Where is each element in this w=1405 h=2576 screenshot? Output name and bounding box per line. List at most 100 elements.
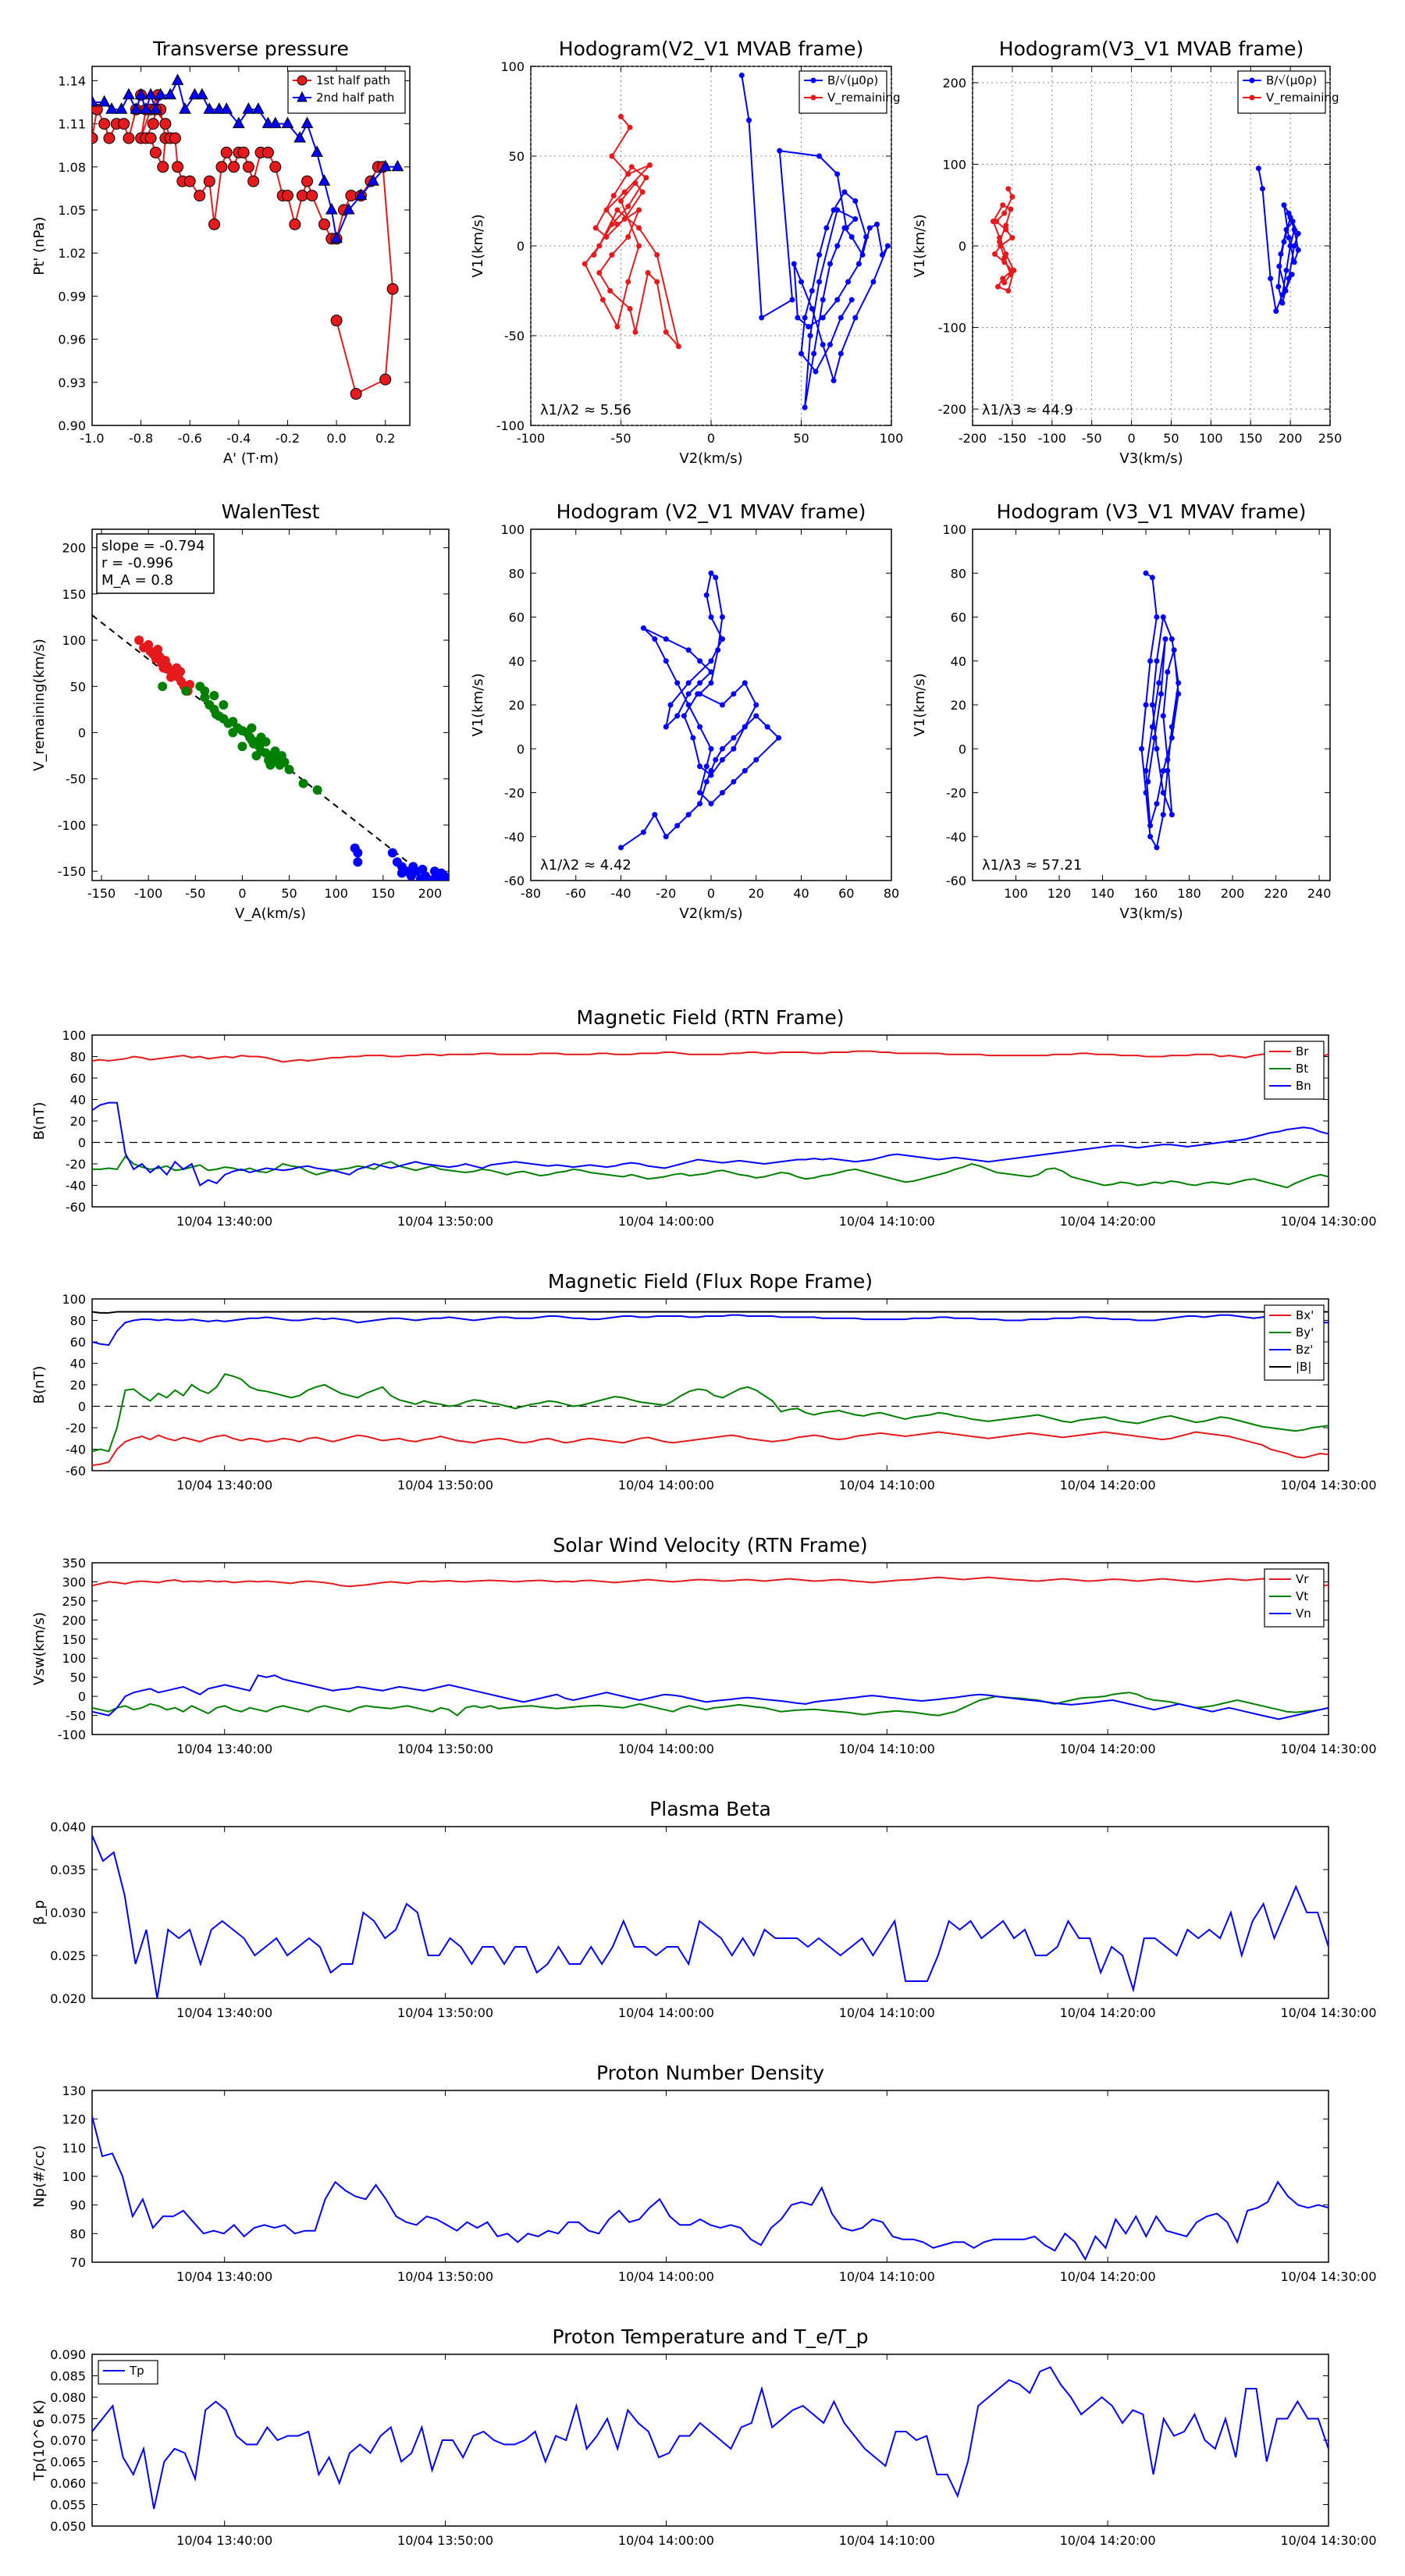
y-tick-label: -40 — [66, 1179, 86, 1194]
legend-marker — [1249, 77, 1255, 84]
data-point — [172, 161, 184, 173]
data-point — [674, 823, 681, 829]
legend-label: Vn — [1296, 1606, 1311, 1621]
x-tick-label: 10/04 14:10:00 — [839, 1742, 935, 1756]
data-point — [418, 864, 428, 874]
data-point — [436, 868, 446, 878]
chart-title: Solar Wind Velocity (RTN Frame) — [553, 1534, 867, 1557]
x-tick-label: 100 — [1199, 431, 1223, 446]
data-point — [149, 102, 162, 114]
chart-title: Hodogram(V2_V1 MVAB frame) — [559, 37, 863, 60]
series-line-bn — [92, 1101, 1329, 1187]
data-point — [200, 692, 210, 703]
data-point — [1268, 276, 1274, 282]
data-point — [154, 87, 167, 100]
plot-frame — [91, 1298, 1329, 1471]
x-tick-label: -50 — [185, 886, 205, 901]
y-tick-label: 0.055 — [50, 2498, 86, 2513]
data-point — [1008, 206, 1014, 212]
data-point — [719, 745, 725, 752]
data-point — [251, 751, 261, 761]
data-point — [639, 189, 646, 195]
data-point — [1168, 735, 1175, 741]
y-tick-label: 110 — [62, 2140, 86, 2155]
x-tick-label: -0.2 — [276, 431, 300, 446]
x-tick-label: 0 — [707, 431, 715, 446]
y-tick-label: 80 — [70, 1314, 86, 1329]
y-tick-label: -50 — [66, 772, 86, 787]
series-line-blue — [1140, 572, 1179, 850]
y-tick-label: 200 — [942, 76, 966, 91]
data-point — [627, 124, 633, 130]
data-point — [884, 243, 891, 249]
data-point — [1151, 735, 1158, 741]
data-point — [879, 252, 885, 258]
data-point — [816, 153, 823, 159]
data-point — [690, 735, 696, 741]
y-tick-label: 0.085 — [50, 2369, 86, 2384]
chart-title: Hodogram (V2_V1 MVAV frame) — [557, 500, 866, 523]
data-point — [171, 73, 184, 85]
data-point — [284, 764, 294, 774]
y-tick-label: -20 — [66, 1421, 86, 1436]
data-point — [719, 756, 725, 763]
data-point — [281, 116, 294, 129]
data-point — [157, 161, 169, 173]
data-point — [261, 737, 271, 747]
x-tick-label: 10/04 14:30:00 — [1280, 2533, 1376, 2548]
data-point — [330, 315, 343, 327]
data-point — [209, 691, 219, 701]
x-tick-label: 160 — [1134, 886, 1158, 901]
data-point — [1154, 801, 1160, 807]
data-point — [610, 193, 617, 199]
data-point — [228, 728, 238, 738]
x-tick-label: 10/04 13:50:00 — [397, 1478, 493, 1493]
chart-title: Transverse pressure — [152, 37, 349, 60]
plot-area — [92, 1050, 1329, 1189]
data-point — [708, 669, 714, 675]
y-axis-label: Tp(10^6 K) — [31, 2400, 48, 2481]
data-point — [1291, 243, 1297, 249]
y-tick-label: 100 — [942, 157, 966, 172]
plot-area — [618, 570, 782, 851]
data-point — [264, 756, 274, 766]
data-point — [1291, 226, 1297, 233]
x-tick-label: 0 — [238, 886, 246, 901]
data-point — [645, 270, 651, 276]
data-point — [220, 102, 233, 114]
data-point — [397, 868, 407, 878]
data-point — [742, 767, 748, 774]
data-point — [301, 175, 314, 187]
chart-bflux: Magnetic Field (Flux Rope Frame) -60 -40 -2… — [31, 1270, 1377, 1493]
data-point — [848, 234, 855, 240]
data-point — [92, 103, 103, 116]
x-tick-label: 0.2 — [375, 431, 395, 446]
x-tick-label: 10/04 13:50:00 — [397, 2005, 493, 2020]
plot-frame — [91, 2090, 1329, 2263]
data-point — [147, 118, 159, 130]
data-point — [831, 207, 837, 213]
y-tick-label: -100 — [938, 321, 966, 336]
data-point — [228, 717, 238, 727]
data-point — [627, 306, 633, 311]
y-tick-label: 40 — [509, 654, 525, 669]
x-tick-label: 10/04 14:00:00 — [618, 1742, 714, 1756]
legend-label: Tp — [129, 2364, 144, 2378]
y-tick-label: 90 — [70, 2198, 86, 2213]
y-tick-label: 0.93 — [58, 375, 86, 390]
data-point — [325, 202, 338, 215]
data-point — [1176, 680, 1182, 686]
data-point — [625, 279, 631, 285]
y-tick-label: 0.090 — [50, 2347, 86, 2362]
data-point — [1001, 210, 1008, 216]
stats-box — [96, 533, 215, 594]
series-line-red — [584, 116, 680, 347]
data-point — [731, 735, 737, 741]
data-point — [719, 702, 725, 708]
plot-area — [92, 2115, 1329, 2261]
y-tick-label: 40 — [70, 1093, 86, 1108]
legend-marker — [297, 75, 308, 86]
legend-label: Vr — [1296, 1572, 1309, 1586]
y-tick-label: 0.050 — [50, 2519, 86, 2534]
fit-line — [92, 614, 433, 881]
